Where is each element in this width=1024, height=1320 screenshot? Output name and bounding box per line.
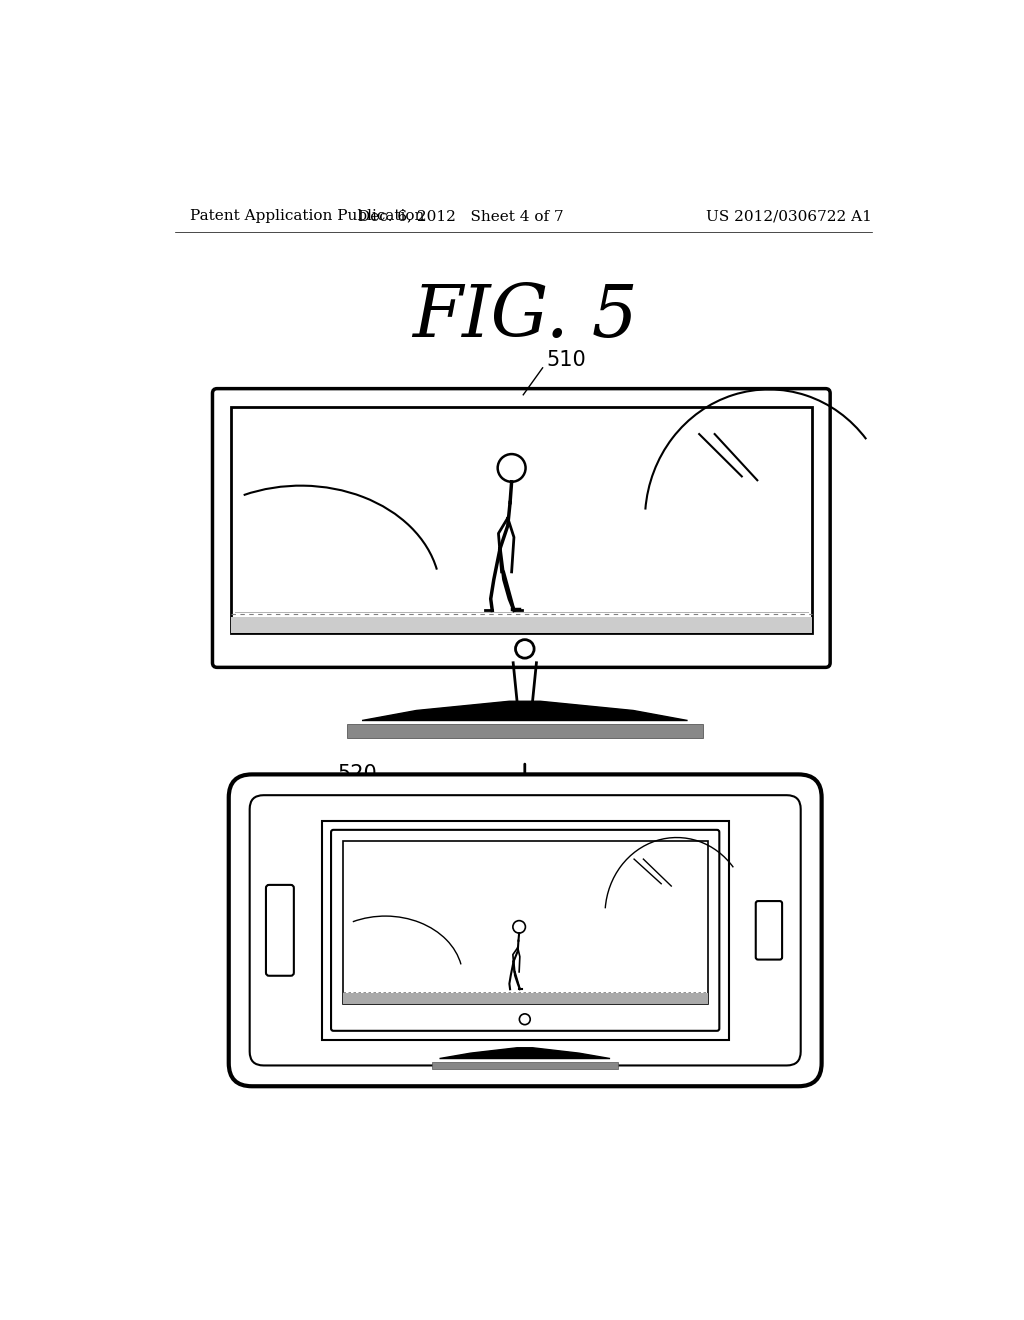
Circle shape — [515, 640, 535, 659]
Bar — [343, 993, 708, 1003]
Circle shape — [498, 454, 525, 482]
Text: Patent Application Publication: Patent Application Publication — [190, 209, 424, 223]
Circle shape — [519, 1014, 530, 1024]
Polygon shape — [439, 1048, 610, 1059]
FancyBboxPatch shape — [228, 775, 821, 1086]
FancyBboxPatch shape — [212, 388, 830, 668]
Text: FIG. 5: FIG. 5 — [412, 281, 638, 351]
Bar — [322, 821, 729, 1040]
Text: US 2012/0306722 A1: US 2012/0306722 A1 — [707, 209, 872, 223]
Text: 510: 510 — [547, 350, 587, 370]
Bar — [346, 725, 703, 738]
Text: Dec. 6, 2012   Sheet 4 of 7: Dec. 6, 2012 Sheet 4 of 7 — [358, 209, 564, 223]
FancyBboxPatch shape — [266, 884, 294, 975]
Bar — [231, 616, 812, 634]
Bar — [432, 1061, 617, 1069]
FancyBboxPatch shape — [331, 830, 719, 1031]
Bar — [343, 841, 708, 1003]
Circle shape — [513, 920, 525, 933]
FancyBboxPatch shape — [250, 795, 801, 1065]
Bar — [231, 407, 812, 634]
Text: 520: 520 — [337, 764, 377, 784]
FancyBboxPatch shape — [756, 902, 782, 960]
Polygon shape — [362, 701, 687, 721]
